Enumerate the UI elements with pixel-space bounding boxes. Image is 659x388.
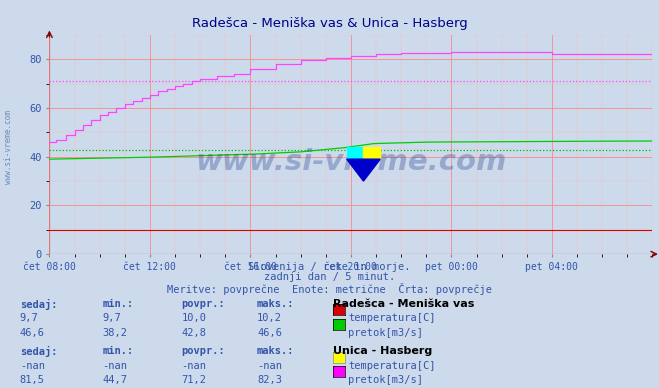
Polygon shape [347, 159, 380, 181]
Text: Radešca - Meniška vas: Radešca - Meniška vas [333, 299, 474, 309]
Text: Meritve: povprečne  Enote: metrične  Črta: povprečje: Meritve: povprečne Enote: metrične Črta:… [167, 283, 492, 295]
Text: temperatura[C]: temperatura[C] [348, 314, 436, 323]
Text: 10,2: 10,2 [257, 314, 282, 323]
Bar [347, 147, 364, 159]
Text: -nan: -nan [20, 361, 45, 371]
Text: 10,0: 10,0 [181, 314, 206, 323]
Text: pretok[m3/s]: pretok[m3/s] [348, 375, 423, 385]
Text: -nan: -nan [181, 361, 206, 371]
Text: www.si-vreme.com: www.si-vreme.com [195, 148, 507, 176]
Text: pretok[m3/s]: pretok[m3/s] [348, 328, 423, 338]
Text: min.:: min.: [102, 346, 133, 356]
Text: 82,3: 82,3 [257, 375, 282, 385]
Text: Radešca - Meniška vas & Unica - Hasberg: Radešca - Meniška vas & Unica - Hasberg [192, 17, 467, 31]
Text: 9,7: 9,7 [20, 314, 38, 323]
Text: min.:: min.: [102, 299, 133, 309]
Text: www.si-vreme.com: www.si-vreme.com [4, 111, 13, 184]
Text: 42,8: 42,8 [181, 328, 206, 338]
Text: 81,5: 81,5 [20, 375, 45, 385]
Text: Slovenija / reke in morje.: Slovenija / reke in morje. [248, 262, 411, 272]
Text: 38,2: 38,2 [102, 328, 127, 338]
Bar [364, 147, 380, 159]
Text: 71,2: 71,2 [181, 375, 206, 385]
Text: povpr.:: povpr.: [181, 346, 225, 356]
Text: maks.:: maks.: [257, 299, 295, 309]
Text: 44,7: 44,7 [102, 375, 127, 385]
Text: sedaj:: sedaj: [20, 299, 57, 310]
Text: 9,7: 9,7 [102, 314, 121, 323]
Text: -nan: -nan [257, 361, 282, 371]
Text: 46,6: 46,6 [257, 328, 282, 338]
Text: povpr.:: povpr.: [181, 299, 225, 309]
Text: 46,6: 46,6 [20, 328, 45, 338]
Text: Unica - Hasberg: Unica - Hasberg [333, 346, 432, 356]
Text: -nan: -nan [102, 361, 127, 371]
Text: temperatura[C]: temperatura[C] [348, 361, 436, 371]
Text: zadnji dan / 5 minut.: zadnji dan / 5 minut. [264, 272, 395, 282]
Text: maks.:: maks.: [257, 346, 295, 356]
Text: sedaj:: sedaj: [20, 346, 57, 357]
